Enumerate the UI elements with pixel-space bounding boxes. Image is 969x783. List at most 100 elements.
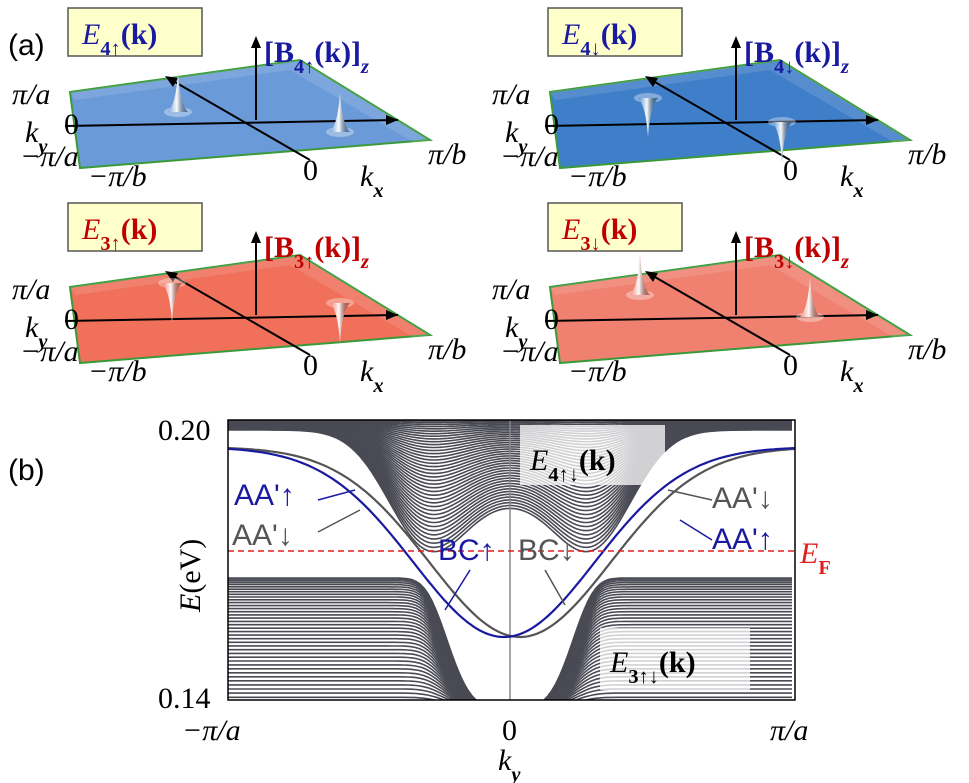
ky-tick: 0 [64, 108, 79, 141]
curve-label: AA'↑ [234, 479, 295, 512]
text-part: z [840, 56, 849, 78]
x-axis-label: ky [498, 744, 521, 783]
text-part: E [609, 646, 628, 679]
text-part: 4↓ [580, 38, 600, 60]
ky-tick: π/a [492, 78, 530, 111]
text-part: k [840, 355, 854, 388]
text-part: [B [264, 231, 294, 264]
text-part: AA'↑ [234, 479, 295, 512]
text-part: [B [264, 36, 294, 69]
text-part: E [561, 213, 580, 246]
text-part: z [360, 56, 369, 78]
text-part: 0 [303, 154, 318, 187]
ky-tick: 0 [64, 303, 79, 336]
panel-label: (b) [8, 454, 45, 487]
text-part: k [840, 160, 854, 193]
text-part: π/a [492, 273, 530, 306]
text-part: x [852, 375, 863, 397]
text-part: x [372, 180, 383, 202]
band-line [228, 702, 792, 710]
y-axis-label: E(eV) [174, 539, 207, 613]
text-part: (k) [121, 213, 158, 246]
text-part: 3↑ [294, 251, 314, 273]
text-part: (k)] [794, 231, 841, 264]
text-part: E [81, 18, 100, 51]
text-part: BC↓ [518, 534, 575, 567]
text-part: 0 [64, 303, 79, 336]
fermi-label: EF [799, 537, 831, 579]
ky-tick: 0 [544, 303, 559, 336]
x-tick-label: 0 [502, 714, 517, 747]
band-line [228, 706, 792, 710]
ky-tick: π/a [12, 78, 50, 111]
text-part: (k)] [794, 36, 841, 69]
text-part: k [25, 116, 39, 149]
text-part: AA'↑ [712, 523, 773, 556]
surface-panel: E3↓(k)[B3↓(k)]zπ/a0−π/aky−π/b0π/bkx [492, 203, 946, 397]
text-part: (b) [8, 454, 45, 487]
text-part: z [840, 251, 849, 273]
text-part: k [498, 744, 512, 777]
kx-tick: 0 [303, 349, 318, 382]
text-part: k [360, 160, 374, 193]
text-part: z [360, 251, 369, 273]
text-part: x [852, 180, 863, 202]
text-part: 0.20 [158, 414, 211, 447]
text-part: E [174, 594, 207, 613]
text-part: π/b [908, 333, 946, 366]
text-part: 0 [783, 349, 798, 382]
text-part: (eV) [174, 539, 207, 594]
kx-tick: π/b [428, 333, 466, 366]
figure: (a)E4↑(k)[B4↑(k)]zπ/a0−π/aky−π/b0π/bkxE4… [0, 0, 969, 783]
ky-tick: 0 [544, 108, 559, 141]
text-part: 0.14 [158, 682, 211, 715]
text-part: E [529, 444, 548, 477]
text-part: −π/a [182, 714, 241, 747]
kx-tick: −π/b [88, 160, 147, 193]
text-part: 3↑ [100, 233, 120, 255]
kx-tick: −π/b [568, 355, 627, 388]
kx-tick: −π/b [568, 160, 627, 193]
text-part: π/a [770, 714, 808, 747]
kx-tick: −π/b [88, 355, 147, 388]
kx-tick: 0 [783, 154, 798, 187]
text-part: E [799, 537, 818, 570]
z-arrow [731, 36, 741, 48]
kx-tick: π/b [908, 333, 946, 366]
text-part: 4↓ [774, 56, 794, 78]
text-part: (a) [8, 29, 45, 62]
curve-label: AA'↓ [712, 482, 773, 515]
kx-label: kx [840, 160, 864, 202]
kx-tick: 0 [783, 349, 798, 382]
text-part: π/a [12, 273, 50, 306]
kx-tick: π/b [428, 138, 466, 171]
curve-label: AA'↑ [712, 523, 773, 556]
curve-label: BC↑ [438, 534, 495, 567]
panel-label: (a) [8, 29, 45, 62]
text-part: π/a [12, 78, 50, 111]
text-part: k [25, 311, 39, 344]
text-part: 0 [544, 108, 559, 141]
text-part: (k)] [314, 36, 361, 69]
text-part: 0 [783, 154, 798, 187]
text-part: 3↑↓ [628, 666, 659, 688]
text-part: π/b [908, 138, 946, 171]
text-part: 4↑ [294, 56, 314, 78]
text-part: (k) [579, 444, 616, 477]
text-part: π/a [492, 78, 530, 111]
curve-label: BC↓ [518, 534, 575, 567]
z-arrow [731, 231, 741, 243]
text-part: 3↓ [580, 233, 600, 255]
text-part: −π/b [568, 355, 627, 388]
text-part: (k) [601, 213, 638, 246]
text-part: F [818, 557, 830, 579]
text-part: −π/b [568, 160, 627, 193]
text-part: k [505, 116, 519, 149]
text-part: E [81, 213, 100, 246]
text-part: [B [744, 36, 774, 69]
text-part: [B [744, 231, 774, 264]
kx-label: kx [360, 355, 384, 397]
text-part: −π/b [88, 355, 147, 388]
